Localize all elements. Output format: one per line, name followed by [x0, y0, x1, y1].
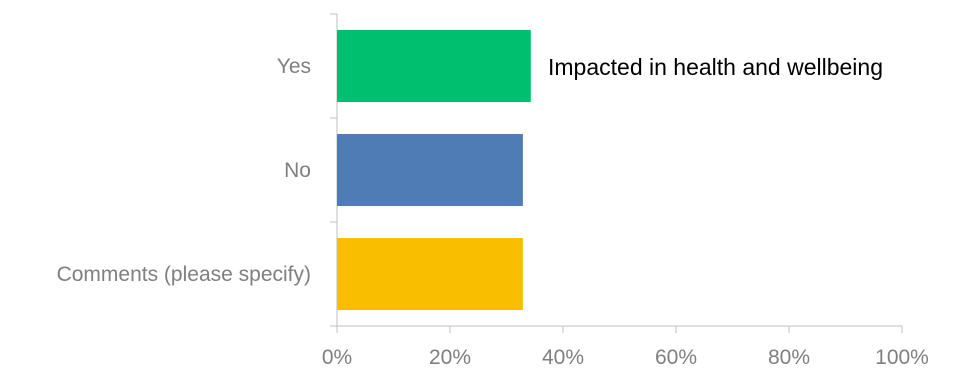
x-tick-label: 60% — [655, 346, 697, 369]
bars — [337, 30, 531, 310]
category-labels: Yes No Comments (please specify) — [57, 55, 311, 286]
x-tick-label: 80% — [768, 346, 810, 369]
x-tick-label: 40% — [542, 346, 584, 369]
x-tick-label: 20% — [429, 346, 471, 369]
x-tick-label: 0% — [322, 346, 352, 369]
x-tick-label: 100% — [875, 346, 929, 369]
bar-comments-please-specify — [337, 238, 523, 310]
category-label: No — [284, 159, 311, 182]
bar-yes — [337, 30, 531, 102]
x-tick-labels: 0% 20% 40% 60% 80% 100% — [322, 346, 929, 369]
bar-no — [337, 134, 523, 206]
category-label: Yes — [277, 55, 311, 78]
category-label: Comments (please specify) — [57, 263, 311, 286]
chart-annotation: Impacted in health and wellbeing — [548, 54, 883, 80]
